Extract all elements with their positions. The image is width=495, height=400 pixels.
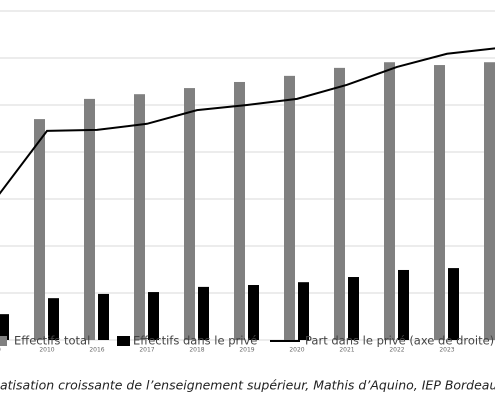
x-tick-label: 2018 [189,347,204,354]
bar [148,292,159,340]
bar [248,285,259,340]
bar [448,268,459,340]
x-tick-label: 2016 [89,347,104,354]
x-tick-label: 2017 [139,347,154,354]
bar [484,62,495,340]
legend-swatch [0,336,7,346]
bar [198,286,209,340]
x-tick-label: 2022 [389,347,404,354]
x-tick-label: 2023 [439,347,454,354]
bar [434,65,445,341]
x-tick-label: 2021 [339,347,354,354]
bar [234,81,245,340]
bar [298,282,309,340]
bar [48,298,59,340]
bar [184,88,195,340]
bar [0,314,9,340]
legend-label: Effectifs total [14,334,90,348]
x-tick-label: 2010 [39,347,54,354]
legend-swatch [117,336,130,346]
bar [348,277,359,340]
line [0,47,495,195]
bar [284,75,295,341]
bar [398,269,409,340]
bar [34,119,45,340]
x-tick-label: 00 [0,347,1,354]
bar [98,293,109,340]
legend-label: Part dans le privé (axe de droite) [305,334,494,348]
bar [384,62,395,340]
legend-label: Effectifs dans le privé [133,334,257,348]
bar [134,94,145,340]
bar [334,67,345,341]
caption: atisation croissante de l’enseignement s… [0,378,495,393]
bar [84,98,95,340]
x-tick-label: 2020 [289,347,304,354]
x-tick-label: 2019 [239,347,254,354]
